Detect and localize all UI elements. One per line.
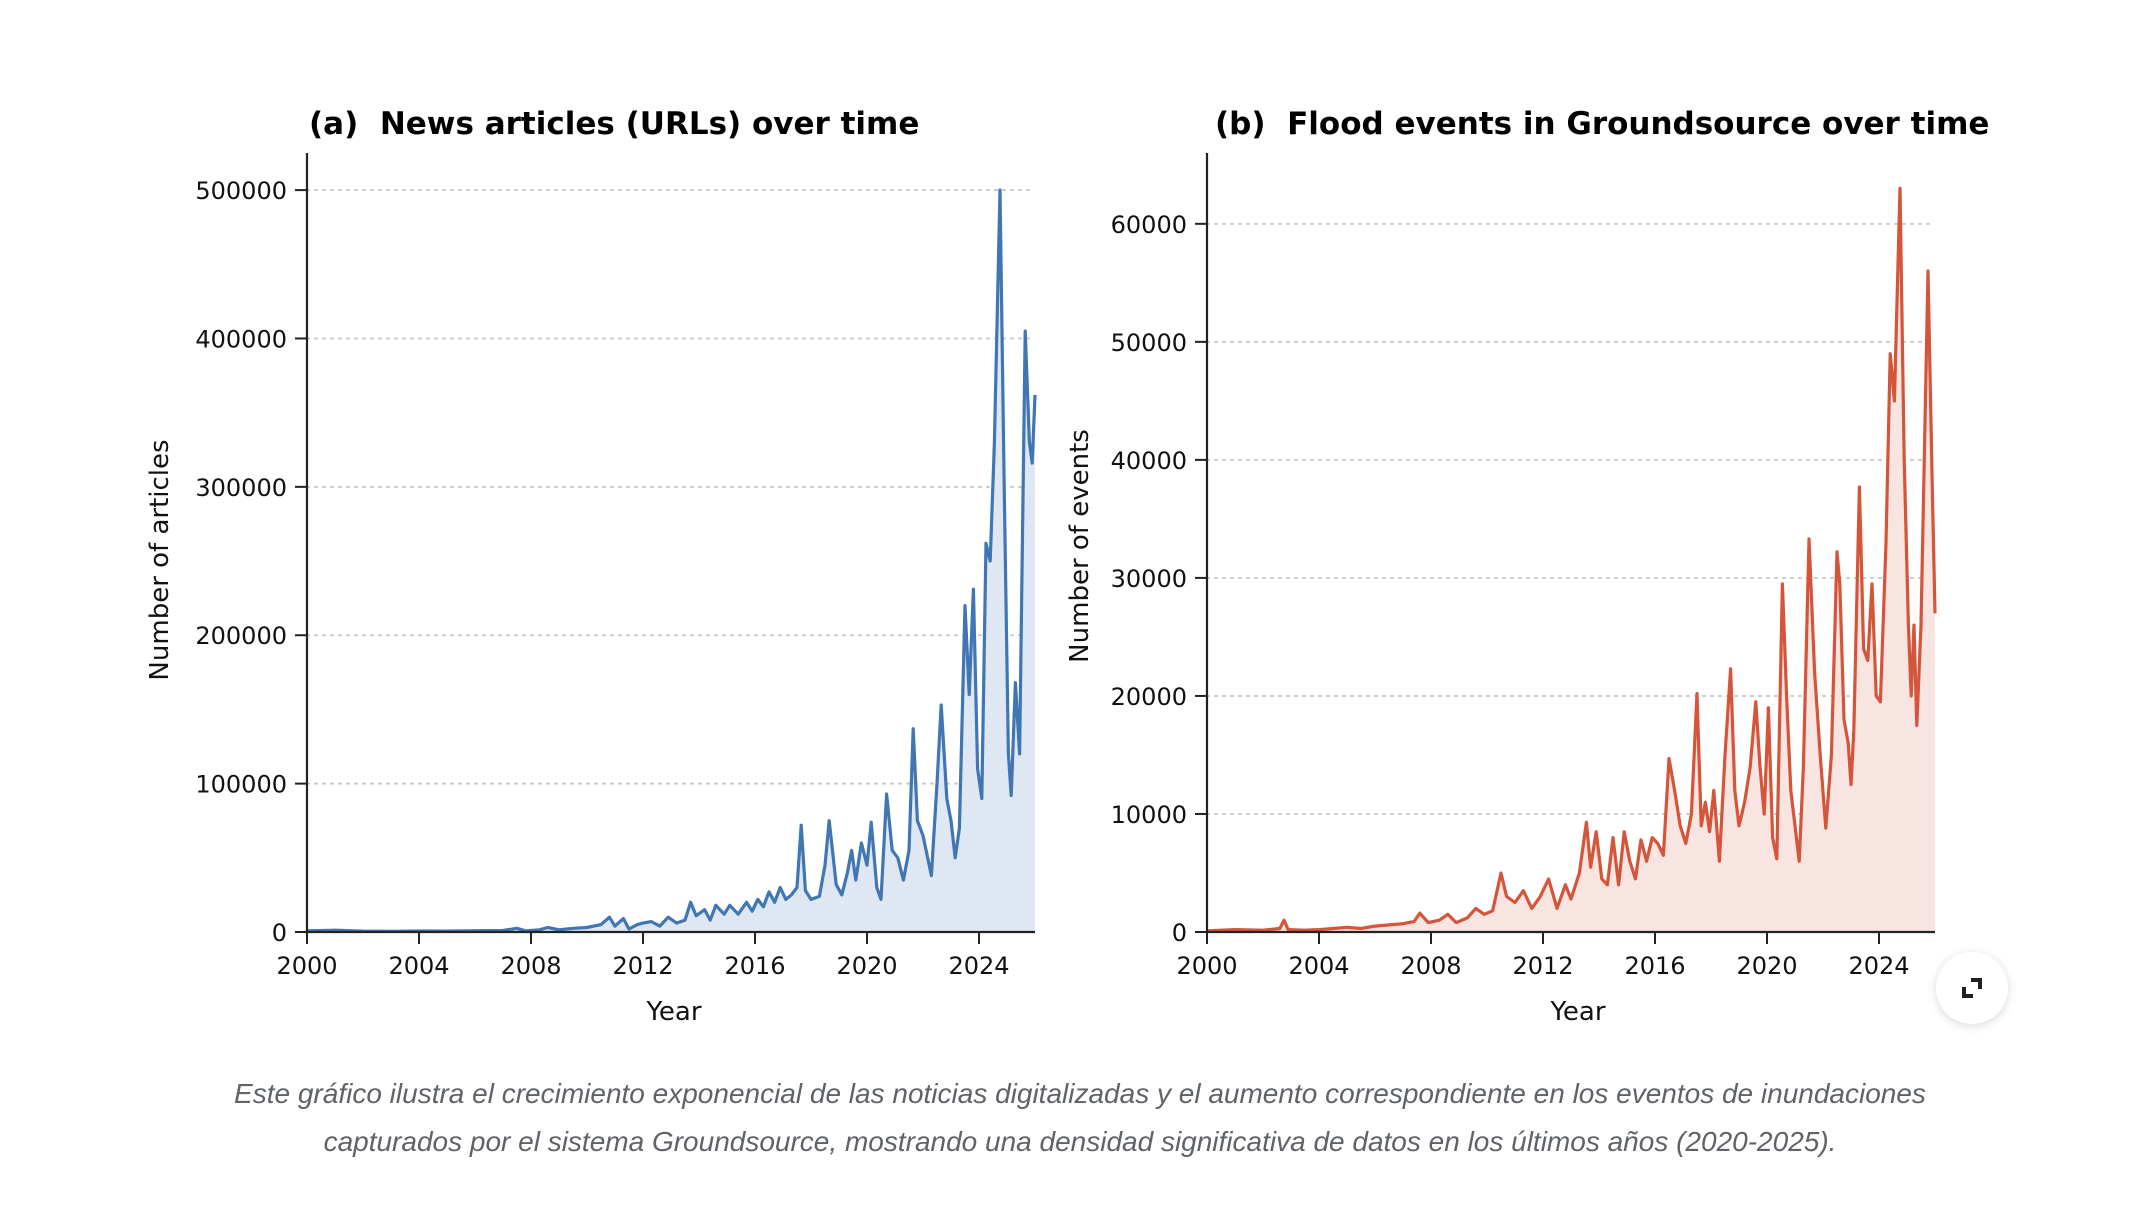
axes-a [305, 153, 1035, 934]
y-tick-label: 400000 [195, 325, 287, 353]
x-tick-label: 2020 [1736, 952, 1797, 980]
x-tick-label: 2016 [724, 952, 785, 980]
caption-line-1: Este gráfico ilustra el crecimiento expo… [234, 1078, 1926, 1109]
x-tick-label: 2024 [948, 952, 1009, 980]
series-line-b [1206, 186, 1937, 933]
chart-panel-b: (b) Flood events in Groundsource over ti… [1065, 106, 1989, 1027]
x-tick-label: 2012 [1512, 952, 1573, 980]
x-ticks-b: 2000 2004 2008 2012 2016 2020 2024 [1176, 932, 1910, 980]
y-tick-label: 500000 [195, 177, 287, 205]
y-tick-label: 40000 [1111, 447, 1187, 475]
chart-title-a: (a) News articles (URLs) over time [309, 106, 919, 142]
figure-caption: Este gráfico ilustra el crecimiento expo… [140, 1070, 2020, 1166]
x-ticks-a: 2000 2004 2008 2012 2016 2020 2024 [276, 932, 1010, 980]
x-tick-label: 2020 [836, 952, 897, 980]
y-tick-label: 300000 [195, 474, 287, 502]
chart-panel-a: (a) News articles (URLs) over time 0 1000… [145, 106, 1037, 1027]
y-ticks-b: 0 10000 20000 30000 40000 50000 60000 [1111, 211, 1207, 947]
y-tick-label: 20000 [1111, 683, 1187, 711]
x-tick-label: 2016 [1624, 952, 1685, 980]
expand-button[interactable] [1936, 952, 2008, 1024]
gridlines-a [306, 189, 1036, 785]
x-tick-label: 2024 [1848, 952, 1909, 980]
y-tick-label: 0 [1172, 919, 1187, 947]
x-tick-label: 2004 [388, 952, 449, 980]
y-tick-label: 30000 [1111, 565, 1187, 593]
x-tick-label: 2012 [612, 952, 673, 980]
y-tick-label: 100000 [195, 771, 287, 799]
y-tick-label: 10000 [1111, 801, 1187, 829]
x-tick-label: 2008 [500, 952, 561, 980]
y-tick-label: 60000 [1111, 211, 1187, 239]
series-line-a [306, 188, 1037, 933]
x-tick-label: 2000 [1176, 952, 1237, 980]
x-tick-label: 2000 [276, 952, 337, 980]
y-ticks-a: 0 100000 200000 300000 400000 500000 [195, 177, 307, 947]
y-tick-label: 0 [272, 919, 287, 947]
expand-icon [1962, 978, 1982, 998]
chart-title-b: (b) Flood events in Groundsource over ti… [1215, 106, 1989, 142]
gridlines-b [1206, 222, 1936, 815]
area-fill-a [307, 190, 1035, 933]
caption-line-2: capturados por el sistema Groundsource, … [323, 1126, 1837, 1157]
y-axis-label-a: Number of articles [145, 439, 175, 680]
x-axis-label-a: Year [645, 997, 701, 1027]
x-tick-label: 2004 [1288, 952, 1349, 980]
axes-b [1205, 153, 1935, 934]
x-axis-label-b: Year [1549, 997, 1605, 1027]
y-tick-label: 200000 [195, 622, 287, 650]
y-tick-label: 50000 [1111, 329, 1187, 357]
x-tick-label: 2008 [1400, 952, 1461, 980]
y-axis-label-b: Number of events [1065, 429, 1095, 663]
